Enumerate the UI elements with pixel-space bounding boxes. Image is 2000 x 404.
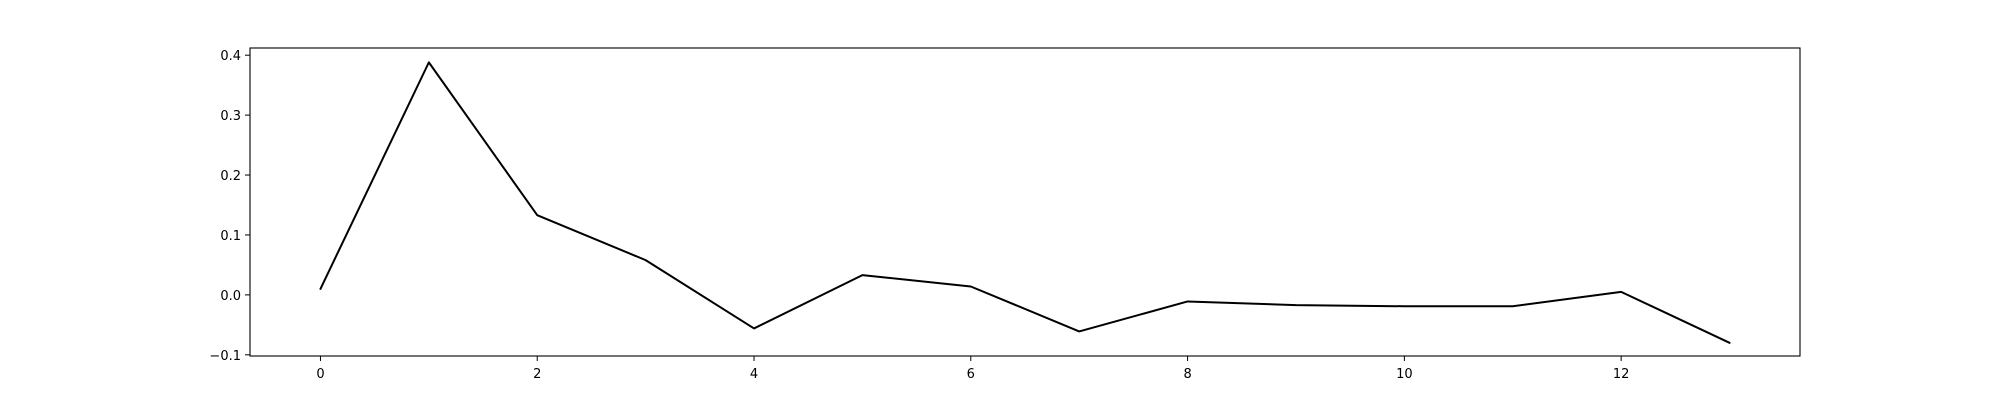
x-tick-label: 8	[1183, 367, 1191, 382]
y-tick-label: 0.0	[220, 289, 241, 304]
y-tick-label: 0.3	[220, 109, 241, 124]
x-axis: 0 2 4 6 8 10 12	[316, 356, 1629, 382]
y-tick-label: −0.1	[209, 349, 241, 364]
x-tick-label: 10	[1396, 367, 1413, 382]
y-tick-label: 0.2	[220, 169, 241, 184]
y-axis: −0.1 0.0 0.1 0.2 0.3 0.4	[209, 49, 250, 364]
plot-area	[250, 48, 1800, 356]
plot-frame	[249, 47, 1801, 357]
x-tick-label: 12	[1613, 367, 1630, 382]
y-tick-label: 0.4	[220, 49, 241, 64]
y-tick-label: 0.1	[220, 229, 241, 244]
x-tick-label: 0	[316, 367, 324, 382]
series-layer	[319, 61, 1731, 344]
x-tick-label: 6	[967, 367, 975, 382]
x-tick-label: 4	[750, 367, 758, 382]
x-tick-label: 2	[533, 367, 541, 382]
series-line-0	[319, 61, 1731, 344]
